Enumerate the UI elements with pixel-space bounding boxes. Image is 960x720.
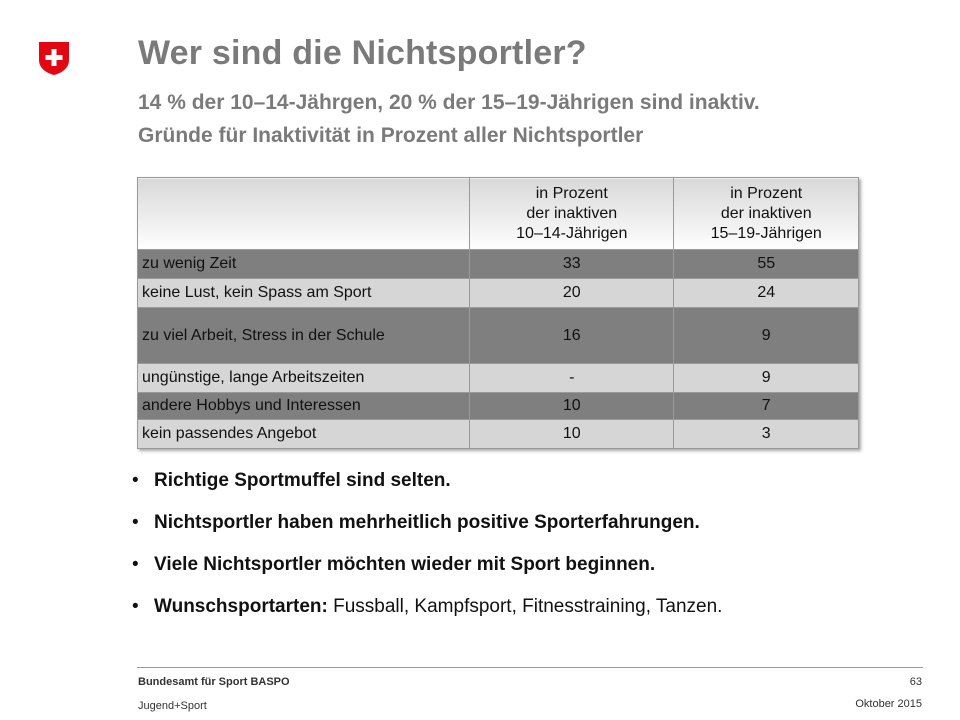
list-item: • Wunschsportarten: Fussball, Kampfsport… xyxy=(130,588,930,630)
table-row: keine Lust, kein Spass am Sport 20 24 xyxy=(136,278,859,308)
header-line: 15–19-Jährigen xyxy=(710,224,822,242)
header-line: 10–14-Jährigen xyxy=(516,224,628,242)
header-line: der inaktiven xyxy=(526,204,618,222)
reasons-table: in Prozent der inaktiven 10–14-Jährigen … xyxy=(136,177,859,449)
cell-10-14: 10 xyxy=(469,392,675,420)
list-item: • Richtige Sportmuffel sind selten. xyxy=(130,462,930,504)
footer-date: Oktober 2015 xyxy=(855,698,922,710)
subtitle-reasons: Gründe für Inaktivität in Prozent aller … xyxy=(138,124,644,147)
row-label: andere Hobbys und Interessen xyxy=(136,392,471,420)
footer-organization: Bundesamt für Sport BASPO xyxy=(138,676,290,688)
row-label: kein passendes Angebot xyxy=(136,419,471,449)
list-item: • Viele Nichtsportler möchten wieder mit… xyxy=(130,546,930,588)
page-number: 63 xyxy=(909,676,922,688)
bullet-icon: • xyxy=(132,470,139,491)
row-label: zu viel Arbeit, Stress in der Schule xyxy=(136,307,471,364)
table-row: zu wenig Zeit 33 55 xyxy=(136,249,859,279)
key-findings-list: • Richtige Sportmuffel sind selten. • Ni… xyxy=(130,462,930,630)
bullet-bold-text: Nichtsportler haben mehrheitlich positiv… xyxy=(154,512,700,533)
header-line: in Prozent xyxy=(730,184,803,202)
swiss-cross-icon xyxy=(39,42,69,75)
bullet-icon: • xyxy=(132,554,139,575)
cell-10-14: - xyxy=(469,363,675,393)
cell-10-14: 16 xyxy=(469,307,675,364)
cell-15-19: 9 xyxy=(673,363,859,393)
bullet-icon: • xyxy=(132,596,139,617)
footer-unit: Jugend+Sport xyxy=(138,700,207,712)
bullet-bold-text: Wunschsportarten: xyxy=(154,596,328,617)
table-row: zu viel Arbeit, Stress in der Schule 16 … xyxy=(136,307,859,364)
row-label: ungünstige, lange Arbeitszeiten xyxy=(136,363,471,393)
cell-10-14: 10 xyxy=(469,419,675,449)
table-header-10-14: in Prozent der inaktiven 10–14-Jährigen xyxy=(469,177,675,250)
cell-15-19: 55 xyxy=(673,249,859,279)
page-title: Wer sind die Nichtsportler? xyxy=(138,34,587,72)
table-row: andere Hobbys und Interessen 10 7 xyxy=(136,392,859,420)
cell-10-14: 33 xyxy=(469,249,675,279)
table-header-15-19: in Prozent der inaktiven 15–19-Jährigen xyxy=(673,177,859,250)
table-row: ungünstige, lange Arbeitszeiten - 9 xyxy=(136,363,859,393)
row-label: keine Lust, kein Spass am Sport xyxy=(136,278,471,308)
table-header-row: in Prozent der inaktiven 10–14-Jährigen … xyxy=(136,177,859,250)
row-label: zu wenig Zeit xyxy=(136,249,471,279)
bullet-bold-text: Richtige Sportmuffel sind selten. xyxy=(154,470,451,491)
cell-15-19: 7 xyxy=(673,392,859,420)
table-row: kein passendes Angebot 10 3 xyxy=(136,419,859,449)
cell-15-19: 3 xyxy=(673,419,859,449)
bullet-bold-text: Viele Nichtsportler möchten wieder mit S… xyxy=(154,554,656,575)
subtitle-inactivity-rate: 14 % der 10–14-Jährgen, 20 % der 15–19-J… xyxy=(138,91,760,114)
header-line: in Prozent xyxy=(535,184,608,202)
bullet-text: Fussball, Kampfsport, Fitnesstraining, T… xyxy=(327,596,723,617)
footer-divider xyxy=(137,667,923,668)
table-header-empty xyxy=(136,177,471,250)
bullet-icon: • xyxy=(132,512,139,533)
list-item: • Nichtsportler haben mehrheitlich posit… xyxy=(130,504,930,546)
cell-10-14: 20 xyxy=(469,278,675,308)
cell-15-19: 24 xyxy=(673,278,859,308)
header-line: der inaktiven xyxy=(720,204,812,222)
cell-15-19: 9 xyxy=(673,307,859,364)
